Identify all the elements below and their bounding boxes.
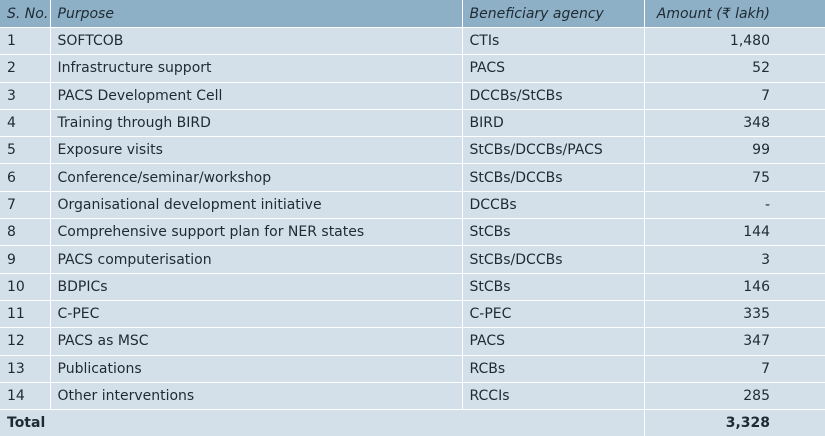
header-agency: Beneficiary agency xyxy=(462,0,645,28)
cell-purpose: PACS as MSC xyxy=(50,327,463,356)
cell-agency: DCCBs xyxy=(462,191,645,220)
cell-amount: 75 xyxy=(644,163,825,192)
cell-amount: 348 xyxy=(644,109,825,138)
total-label: Total xyxy=(0,409,645,436)
cell-purpose: SOFTCOB xyxy=(50,27,463,56)
cell-sno: 1 xyxy=(0,27,51,56)
table-row: 2 Infrastructure support PACS 52 xyxy=(0,54,825,83)
header-purpose: Purpose xyxy=(50,0,463,28)
cell-sno: 10 xyxy=(0,273,51,301)
cell-amount: 52 xyxy=(644,54,825,83)
table-row: 7 Organisational development initiative … xyxy=(0,191,825,220)
cell-sno: 9 xyxy=(0,245,51,274)
cell-purpose: Comprehensive support plan for NER state… xyxy=(50,218,463,247)
table-row: 8 Comprehensive support plan for NER sta… xyxy=(0,218,825,247)
table-row: 13 Publications RCBs 7 xyxy=(0,355,825,383)
table-header-row: S. No. Purpose Beneficiary agency Amount… xyxy=(0,0,825,28)
cell-amount: - xyxy=(644,191,825,220)
cell-sno: 5 xyxy=(0,136,51,165)
table-row: 12 PACS as MSC PACS 347 xyxy=(0,327,825,356)
cell-amount: 347 xyxy=(644,327,825,356)
cell-agency: RCCIs xyxy=(462,382,645,411)
cell-sno: 2 xyxy=(0,54,51,83)
cell-agency: RCBs xyxy=(462,355,645,383)
table-row: 5 Exposure visits StCBs/DCCBs/PACS 99 xyxy=(0,136,825,165)
table-row: 10 BDPICs StCBs 146 xyxy=(0,273,825,301)
cell-agency: PACS xyxy=(462,54,645,83)
cell-amount: 3 xyxy=(644,245,825,274)
header-amount: Amount (₹ lakh) xyxy=(644,0,825,28)
cell-amount: 335 xyxy=(644,300,825,329)
cell-sno: 4 xyxy=(0,109,51,138)
table-row: 1 SOFTCOB CTIs 1,480 xyxy=(0,27,825,56)
cell-sno: 13 xyxy=(0,355,51,383)
cell-amount: 99 xyxy=(644,136,825,165)
cell-sno: 11 xyxy=(0,300,51,329)
cell-purpose: Exposure visits xyxy=(50,136,463,165)
cell-purpose: Infrastructure support xyxy=(50,54,463,83)
cell-agency: DCCBs/StCBs xyxy=(462,82,645,110)
cell-purpose: Publications xyxy=(50,355,463,383)
table-row: 14 Other interventions RCCIs 285 xyxy=(0,382,825,411)
cell-agency: CTIs xyxy=(462,27,645,56)
table-row: 3 PACS Development Cell DCCBs/StCBs 7 xyxy=(0,82,825,110)
table-row: 6 Conference/seminar/workshop StCBs/DCCB… xyxy=(0,163,825,192)
table-row: 9 PACS computerisation StCBs/DCCBs 3 xyxy=(0,245,825,274)
cell-purpose: Other interventions xyxy=(50,382,463,411)
cell-sno: 14 xyxy=(0,382,51,411)
cell-agency: BIRD xyxy=(462,109,645,138)
cell-agency: StCBs xyxy=(462,273,645,301)
cell-purpose: C-PEC xyxy=(50,300,463,329)
cell-sno: 7 xyxy=(0,191,51,220)
cell-amount: 7 xyxy=(644,355,825,383)
cell-sno: 12 xyxy=(0,327,51,356)
cell-amount: 1,480 xyxy=(644,27,825,56)
table-row: 4 Training through BIRD BIRD 348 xyxy=(0,109,825,138)
cell-purpose: Training through BIRD xyxy=(50,109,463,138)
cell-amount: 285 xyxy=(644,382,825,411)
cell-amount: 146 xyxy=(644,273,825,301)
table-row: 11 C-PEC C-PEC 335 xyxy=(0,300,825,329)
cell-sno: 3 xyxy=(0,82,51,110)
cell-sno: 6 xyxy=(0,163,51,192)
cell-agency: StCBs xyxy=(462,218,645,247)
cell-purpose: BDPICs xyxy=(50,273,463,301)
cell-amount: 144 xyxy=(644,218,825,247)
cell-agency: StCBs/DCCBs xyxy=(462,163,645,192)
cell-sno: 8 xyxy=(0,218,51,247)
cell-agency: StCBs/DCCBs/PACS xyxy=(462,136,645,165)
cell-amount: 7 xyxy=(644,82,825,110)
cell-purpose: Conference/seminar/workshop xyxy=(50,163,463,192)
cell-purpose: PACS Development Cell xyxy=(50,82,463,110)
cell-purpose: Organisational development initiative xyxy=(50,191,463,220)
cell-agency: PACS xyxy=(462,327,645,356)
total-row: Total 3,328 xyxy=(0,409,825,436)
cell-agency: StCBs/DCCBs xyxy=(462,245,645,274)
total-amount: 3,328 xyxy=(725,415,770,432)
header-sno: S. No. xyxy=(0,0,51,28)
cell-agency: C-PEC xyxy=(462,300,645,329)
cell-purpose: PACS computerisation xyxy=(50,245,463,274)
